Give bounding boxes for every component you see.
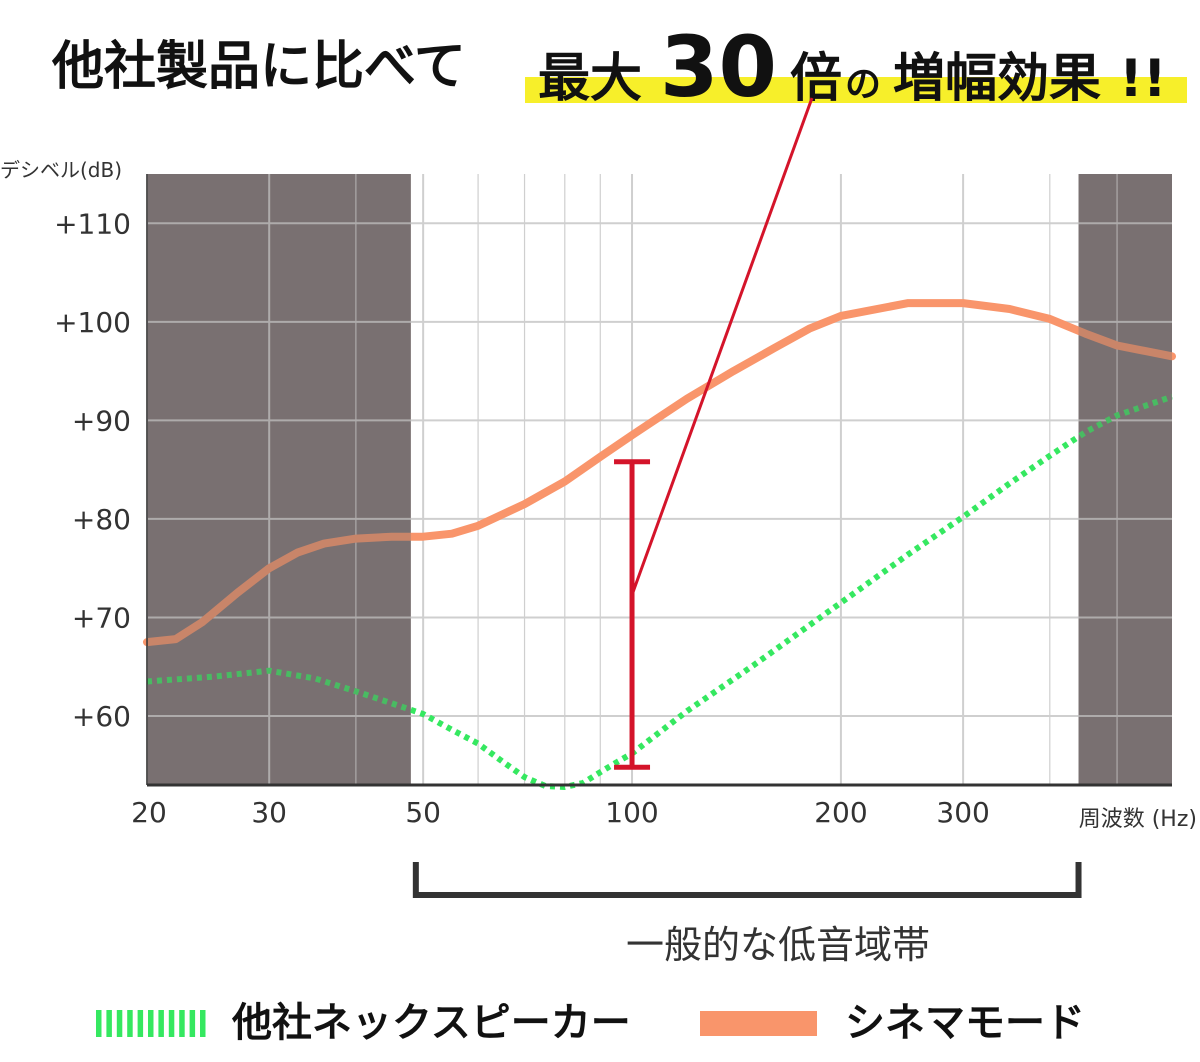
- series-line-other-speaker: [146, 393, 1173, 790]
- legend-swatch-tick: [127, 1010, 133, 1037]
- x-tick-label: 20: [131, 796, 167, 829]
- range-bracket: [412, 862, 1082, 898]
- x-tick-label: 30: [251, 796, 287, 829]
- legend-swatch-other-speaker: [96, 1010, 206, 1037]
- legend-swatch-tick: [179, 1010, 185, 1037]
- pointer-line: [630, 97, 814, 596]
- legend-swatch-tick: [148, 1010, 154, 1037]
- legend-label-other-speaker: 他社ネックスピーカー: [231, 1000, 631, 1046]
- legend-swatch-tick: [189, 1010, 196, 1037]
- x-tick-label: 100: [605, 796, 658, 829]
- headline-lead: 他社製品に比べて: [51, 37, 466, 97]
- headline-number: 30: [660, 18, 777, 116]
- legend-swatch-tick: [137, 1010, 144, 1037]
- range-bracket-label: 一般的な低音域帯: [626, 923, 930, 967]
- legend-swatch-tick: [116, 1010, 123, 1037]
- y-tick-label: +60: [72, 700, 131, 733]
- y-tick-label: +70: [72, 601, 131, 634]
- legend-swatch-tick: [168, 1010, 175, 1037]
- legend-swatch-tick: [200, 1010, 206, 1037]
- headline-times: 倍: [790, 49, 842, 109]
- legend-swatch-tick: [96, 1010, 102, 1037]
- headline-effect: 増幅効果 !!: [893, 49, 1167, 109]
- legend-swatch-tick: [106, 1010, 112, 1037]
- shaded-overlay-1: [1078, 174, 1172, 785]
- y-tick-label: +110: [54, 207, 131, 240]
- headline-no: の: [845, 64, 881, 105]
- headline-max: 最大: [538, 49, 642, 109]
- series-line-cinema-mode: [143, 299, 1176, 647]
- legend-swatch-cinema-mode: [700, 1011, 817, 1036]
- x-axis-label: 周波数 (Hz): [1079, 807, 1197, 832]
- headline-highlight-bar: [525, 77, 1187, 103]
- x-tick-label: 300: [936, 796, 989, 829]
- x-tick-label: 50: [405, 796, 441, 829]
- shaded-band-1: [1078, 174, 1172, 785]
- legend-label-cinema-mode: シネマモード: [845, 1000, 1085, 1046]
- y-tick-label: +80: [72, 503, 131, 536]
- x-tick-label: 200: [814, 796, 867, 829]
- y-tick-label: +100: [54, 306, 131, 339]
- legend-swatch-tick: [158, 1010, 164, 1037]
- shaded-band-0: [147, 174, 411, 785]
- shaded-overlay-0: [147, 174, 411, 785]
- y-tick-label: +90: [72, 404, 131, 437]
- y-axis-label: デシベル(dB): [0, 158, 122, 182]
